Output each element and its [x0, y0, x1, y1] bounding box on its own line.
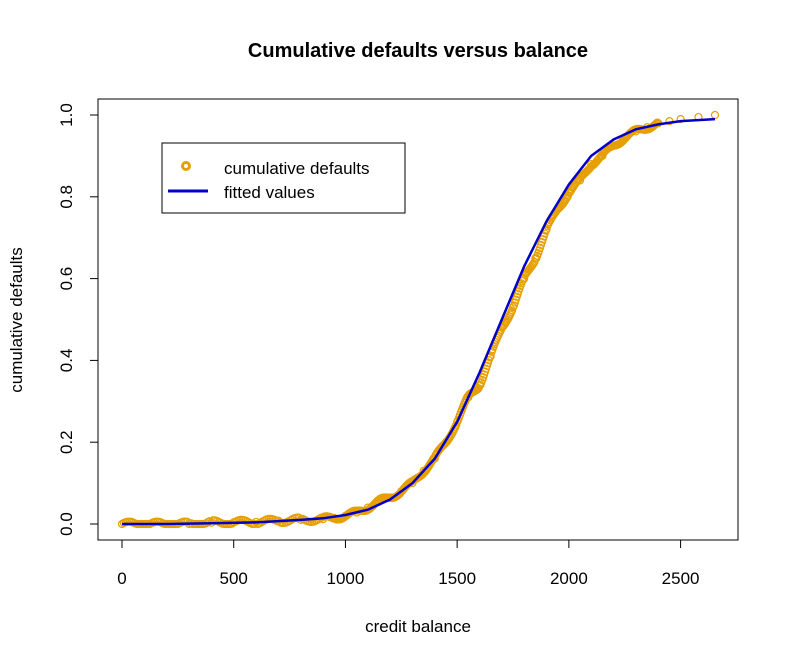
- x-tick-label: 0: [117, 569, 126, 588]
- data-point: [183, 517, 192, 526]
- data-point: [710, 110, 720, 120]
- data-point: [453, 417, 462, 426]
- x-tick-label: 2000: [550, 569, 588, 588]
- fitted-values-line: [122, 117, 716, 526]
- data-point: [250, 519, 259, 529]
- y-axis-label: cumulative defaults: [7, 247, 26, 393]
- x-axis: 0 500 1000 1500 2000 2500: [117, 539, 700, 588]
- legend-label-fitted-values: fitted values: [224, 183, 315, 202]
- y-tick-label: 0.4: [57, 349, 76, 373]
- y-tick-label: 0.8: [57, 185, 76, 209]
- data-point: [507, 306, 517, 315]
- x-tick-label: 2500: [662, 569, 700, 588]
- y-axis: 0.0 0.2 0.4 0.6 0.8 1.0: [57, 103, 99, 536]
- legend-points-marker: [181, 161, 191, 171]
- data-point: [473, 385, 482, 394]
- legend-box: [161, 142, 406, 214]
- legend-label-cumulative-defaults: cumulative defaults: [224, 159, 370, 178]
- data-point: [430, 454, 439, 463]
- x-tick-label: 500: [220, 569, 248, 588]
- y-tick-label: 0.6: [57, 267, 76, 291]
- x-axis-label: credit balance: [365, 617, 471, 636]
- data-point: [676, 114, 685, 124]
- chart-title: Cumulative defaults versus balance: [248, 40, 588, 62]
- legend: cumulative defaults fitted values: [161, 142, 406, 214]
- x-tick-label: 1500: [438, 569, 476, 588]
- y-tick-label: 0.2: [57, 430, 76, 454]
- y-tick-label: 1.0: [57, 103, 76, 127]
- x-tick-label: 1000: [327, 569, 365, 588]
- y-tick-label: 0.0: [57, 512, 76, 536]
